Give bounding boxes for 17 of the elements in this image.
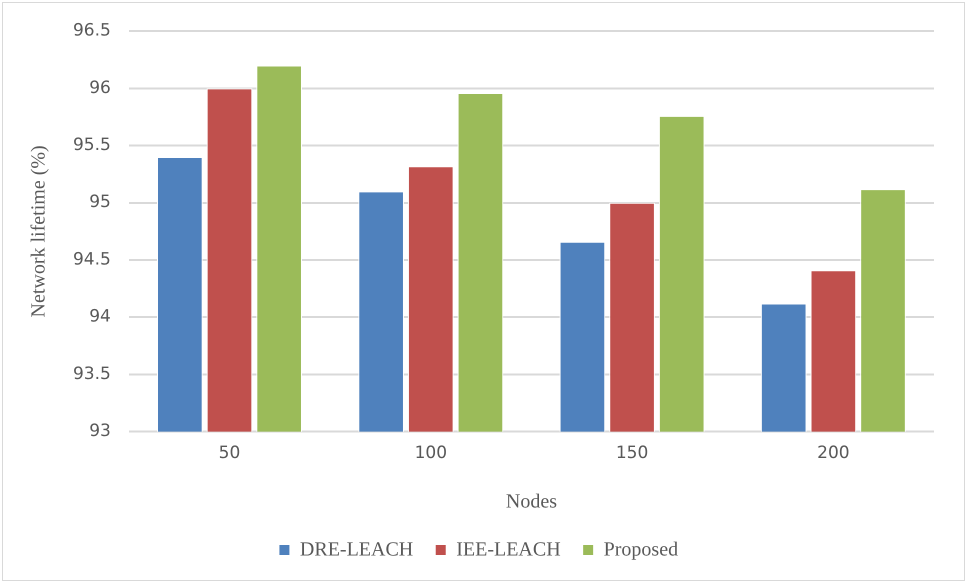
x-tick-label: 150 — [616, 443, 648, 464]
y-tick-label: 95.5 — [72, 135, 111, 156]
x-tick-label: 200 — [817, 443, 850, 464]
y-tick-label: 94.5 — [72, 249, 111, 270]
legend-label: Proposed — [604, 538, 678, 560]
y-tick-label: 93 — [89, 421, 111, 442]
y-tick-label: 96.5 — [72, 20, 111, 41]
y-tick-label: 95 — [89, 192, 111, 212]
y-tick-label: 94 — [89, 306, 111, 327]
legend-label: IEE-LEACH — [456, 538, 561, 560]
y-tick-label: 96 — [89, 78, 111, 98]
y-axis-title: Network lifetime (%) — [27, 145, 50, 318]
legend-label: DRE-LEACH — [300, 538, 414, 560]
y-tick-label: 93.5 — [72, 364, 111, 384]
x-tick-label: 50 — [218, 443, 240, 464]
x-axis-title: Nodes — [506, 490, 558, 512]
x-tick-label: 100 — [414, 443, 448, 464]
